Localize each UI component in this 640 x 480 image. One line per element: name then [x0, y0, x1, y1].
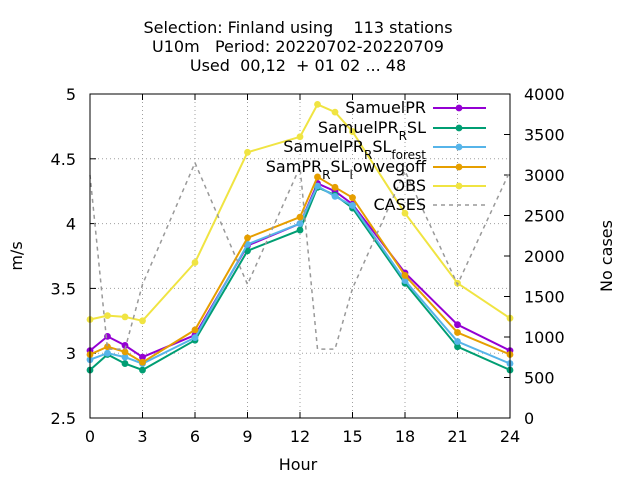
- series-point-sampr-rsl-lowvegoff: [331, 183, 339, 191]
- legend-label-obs: OBS: [393, 176, 426, 195]
- series-point-samuelpr-rsl: [121, 360, 129, 367]
- series-point-sampr-rsl-lowvegoff: [401, 272, 409, 279]
- plot-frame: [89, 93, 511, 419]
- x-tick-label: 9: [242, 427, 252, 446]
- series-point-samuelpr-rsl-forest: [191, 334, 199, 342]
- legend-swatch-marker: [455, 143, 463, 151]
- y-axis-label: m/s: [7, 241, 26, 270]
- series-point-samuelpr-rsl-forest: [121, 353, 129, 361]
- series-point-sampr-rsl-lowvegoff: [314, 173, 321, 181]
- y2-tick-label: 4000: [524, 85, 565, 104]
- series-point-samuelpr-rsl-forest: [314, 182, 321, 190]
- series-point-obs: [349, 128, 356, 135]
- series-point-sampr-rsl-lowvegoff: [139, 358, 146, 366]
- y-tick-label: 4: [66, 215, 76, 234]
- series-point-sampr-rsl-lowvegoff: [454, 329, 461, 336]
- series-point-obs: [191, 259, 199, 266]
- series-point-sampr-rsl-lowvegoff: [296, 213, 304, 221]
- y2-tick-label: 3500: [524, 126, 565, 145]
- x-tick-label: 12: [290, 427, 310, 446]
- legend-label-sampr-rsl-lowvegoff: SamPRRSLlowvegoff: [266, 157, 427, 182]
- y-tick-label: 2.5: [51, 409, 76, 428]
- x-tick-label: 18: [395, 427, 415, 446]
- chart-title-line-3: Used 00,12 + 01 02 ... 48: [190, 56, 406, 75]
- legend-swatch-marker: [455, 104, 463, 112]
- y2-tick-label: 3000: [524, 166, 565, 185]
- y-tick-label: 3.5: [51, 279, 76, 298]
- ticks: 0 3 6 9 12 15 18 21 24 2.5 3 3.5 4 4.5 5 0 500 1000 1500 20…: [51, 85, 565, 446]
- chart-title-line-2: U10m Period: 20220702-20220709: [152, 37, 444, 56]
- series: [86, 100, 514, 374]
- x-axis-label: Hour: [279, 455, 318, 474]
- series-point-samuelpr: [454, 321, 461, 329]
- y2-tick-label: 2500: [524, 207, 565, 226]
- series-point-sampr-rsl-lowvegoff: [244, 234, 251, 242]
- legend-label-samuelpr-rsl-forest: SamuelPRRSLforest: [283, 137, 426, 162]
- series-point-samuelpr-rsl-forest: [104, 349, 111, 357]
- series-line-cases: [89, 160, 511, 350]
- series-point-samuelpr-rsl-forest: [349, 202, 356, 209]
- series-point-samuelpr: [121, 342, 129, 349]
- y2-tick-label: 2000: [524, 247, 565, 266]
- series-point-samuelpr-rsl-forest: [401, 277, 409, 285]
- legend-swatches: [433, 104, 486, 206]
- legend-swatch-marker: [455, 182, 463, 190]
- series-point-sampr-rsl-lowvegoff: [349, 194, 356, 202]
- y2-tick-label: 1000: [524, 328, 565, 347]
- legend-swatch-marker: [455, 163, 463, 171]
- series-point-obs: [296, 133, 304, 141]
- y-tick-label: 3: [66, 344, 76, 363]
- series-point-obs: [244, 148, 251, 156]
- x-tick-label: 21: [447, 427, 467, 446]
- legend: SamuelPR SamuelPRRSL SamuelPRRSLforest S…: [266, 98, 486, 214]
- series-point-obs: [331, 108, 339, 116]
- x-tick-label: 15: [342, 427, 362, 446]
- x-tick-label: 0: [85, 427, 95, 446]
- series-point-samuelpr-rsl-forest: [296, 220, 304, 228]
- series-point-obs: [121, 313, 129, 321]
- series-point-obs: [401, 209, 409, 217]
- y-tick-label: 5: [66, 85, 76, 104]
- series-point-samuelpr: [104, 332, 111, 340]
- legend-label-samuelpr-rsl: SamuelPRRSL: [318, 118, 426, 143]
- series-point-sampr-rsl-lowvegoff: [191, 326, 199, 334]
- y2-tick-label: 0: [524, 409, 534, 428]
- y2-tick-label: 500: [524, 369, 555, 388]
- x-tick-label: 3: [137, 427, 147, 446]
- series-point-obs: [314, 100, 321, 108]
- series-point-samuelpr-rsl: [296, 226, 304, 234]
- legend-label-cases: CASES: [373, 195, 426, 214]
- series-point-samuelpr: [139, 353, 146, 361]
- legend-label-samuelpr: SamuelPR: [345, 98, 426, 117]
- series-point-obs: [104, 312, 111, 320]
- x-tick-label: 6: [190, 427, 200, 446]
- series-point-samuelpr-rsl-forest: [454, 338, 461, 345]
- y-tick-label: 4.5: [51, 150, 76, 169]
- legend-swatch-marker: [455, 124, 463, 132]
- x-tick-label: 24: [500, 427, 520, 446]
- series-point-samuelpr-rsl-forest: [331, 192, 339, 200]
- y2-axis-label: No cases: [597, 220, 616, 292]
- series-point-sampr-rsl-lowvegoff: [121, 348, 129, 356]
- y2-tick-label: 1500: [524, 288, 565, 307]
- series-point-samuelpr-rsl: [139, 366, 146, 374]
- series-point-samuelpr-rsl: [454, 343, 461, 351]
- series-point-obs: [139, 317, 146, 325]
- chart-title-line-1: Selection: Finland using 113 stations: [143, 18, 452, 37]
